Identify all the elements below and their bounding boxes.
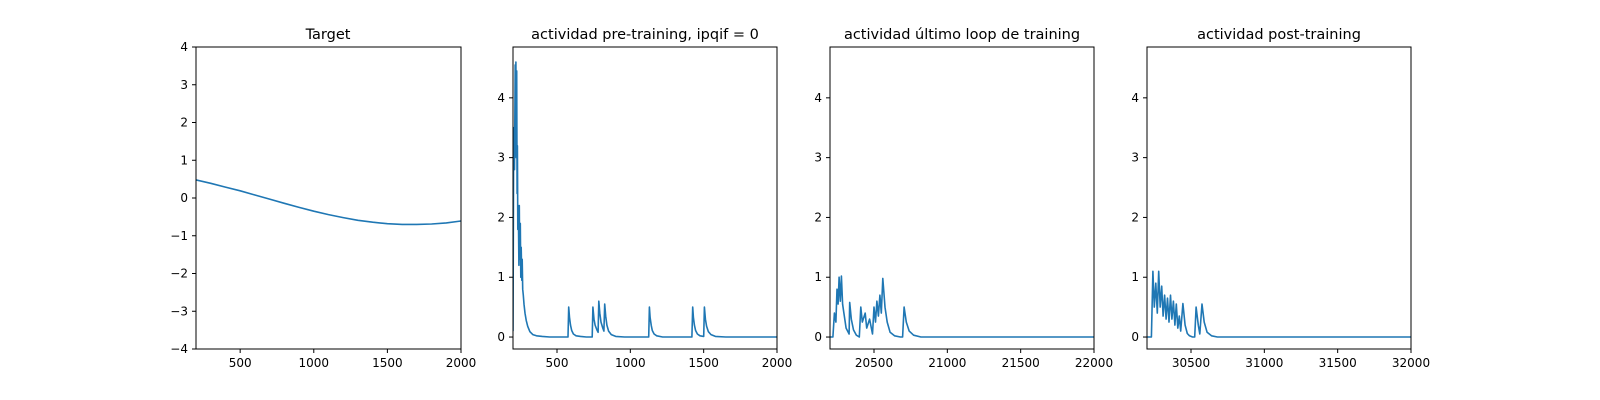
y-tick-label: 2: [180, 116, 188, 130]
panel-target: Target 500 1000 1500 2000 −4 −3 −2 −1 0 1 2 3 4: [170, 27, 476, 370]
x-tick-label: 2000: [446, 356, 477, 370]
panel-last-training-loop: actividad último loop de training 20500 2…: [814, 27, 1113, 370]
y-tick-label: 0: [180, 191, 188, 205]
y-tick-label: 4: [1131, 91, 1139, 105]
y-tick-label: 3: [497, 151, 505, 165]
x-tick-label: 32000: [1392, 356, 1430, 370]
y-tick-label: 3: [180, 78, 188, 92]
x-tick-label: 1000: [615, 356, 646, 370]
x-tick-label: 31000: [1245, 356, 1283, 370]
panel-title: actividad pre-training, ipqif = 0: [531, 27, 759, 43]
x-tick-label: 30500: [1172, 356, 1210, 370]
x-tick-label: 1000: [299, 356, 330, 370]
y-tick-label: 1: [1131, 270, 1139, 284]
y-tick-label: 2: [1131, 210, 1139, 224]
x-tick-label: 2000: [762, 356, 793, 370]
y-tick-label: 0: [497, 330, 505, 344]
x-tick-label: 21000: [928, 356, 966, 370]
panel-title: Target: [305, 27, 351, 43]
series-line: [513, 61, 777, 338]
x-tick-label: 1500: [688, 356, 719, 370]
y-tick-label: 4: [814, 91, 822, 105]
y-tick-label: −2: [170, 267, 188, 281]
y-tick-label: 4: [180, 40, 188, 54]
panel-title: actividad post-training: [1197, 27, 1361, 43]
y-tick-label: 0: [814, 330, 822, 344]
y-tick-label: −3: [170, 304, 188, 318]
x-tick-label: 31500: [1319, 356, 1357, 370]
y-tick-label: 1: [180, 153, 188, 167]
series-line: [1147, 270, 1411, 338]
y-tick-label: 3: [814, 151, 822, 165]
y-tick-label: −1: [170, 229, 188, 243]
y-tick-label: 0: [1131, 330, 1139, 344]
y-tick-label: 1: [814, 270, 822, 284]
axes-frame: [512, 46, 778, 350]
axes-frame: [1146, 46, 1412, 350]
y-tick-label: 1: [497, 270, 505, 284]
x-tick-label: 500: [546, 356, 569, 370]
y-tick-label: 3: [1131, 151, 1139, 165]
series-line: [196, 179, 461, 226]
x-tick-label: 21500: [1002, 356, 1040, 370]
axes-frame: [829, 46, 1095, 350]
x-tick-label: 500: [229, 356, 252, 370]
panel-pre-training: actividad pre-training, ipqif = 0 500 100…: [497, 27, 792, 370]
panel-post-training: actividad post-training 30500 31000 31500 3…: [1131, 27, 1430, 370]
series-line: [830, 275, 1094, 338]
x-tick-label: 1500: [372, 356, 403, 370]
x-tick-label: 20500: [855, 356, 893, 370]
y-tick-label: 4: [497, 91, 505, 105]
panel-title: actividad último loop de training: [844, 27, 1080, 43]
x-tick-label: 22000: [1075, 356, 1113, 370]
y-tick-label: −4: [170, 342, 188, 356]
y-tick-label: 2: [814, 210, 822, 224]
y-tick-label: 2: [497, 210, 505, 224]
